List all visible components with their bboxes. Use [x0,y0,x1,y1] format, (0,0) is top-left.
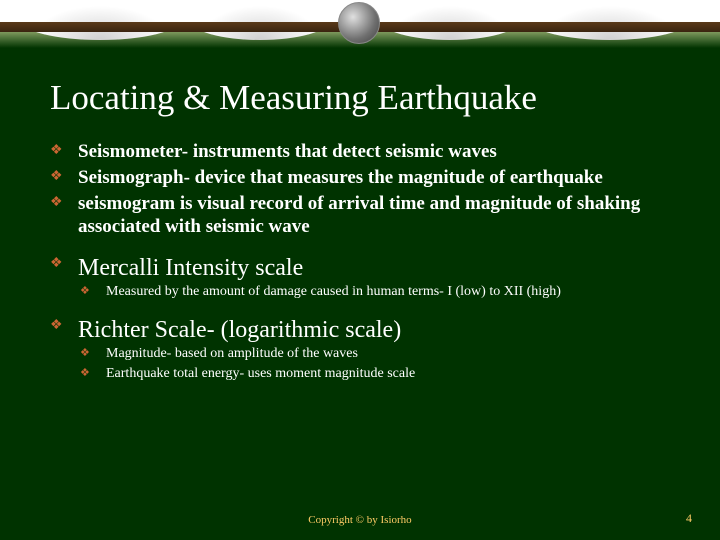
decorative-banner [0,0,720,48]
slide-title: Locating & Measuring Earthquake [50,78,670,118]
section-title: Richter Scale- (logarithmic scale) [78,317,401,343]
copyright-text: Copyright © by Isiorho [0,514,720,526]
bullet-item: Seismograph- device that measures the ma… [50,166,670,190]
sub-bullet-list: Magnitude- based on amplitude of the wav… [78,345,670,383]
slide-content: Locating & Measuring Earthquake Seismome… [0,48,720,384]
sub-bullet-item: Magnitude- based on amplitude of the wav… [80,345,670,363]
page-number: 4 [686,511,692,526]
sub-bullet-item: Earthquake total energy- uses moment mag… [80,365,670,383]
bullet-item: seismogram is visual record of arrival t… [50,192,670,240]
sub-bullet-item: Measured by the amount of damage caused … [80,283,670,301]
section-heading: Mercalli Intensity scale Measured by the… [50,253,670,301]
bullet-item: Seismometer- instruments that detect sei… [50,140,670,164]
section-title: Mercalli Intensity scale [78,255,303,281]
globe-icon [338,2,380,44]
section-heading: Richter Scale- (logarithmic scale) Magni… [50,315,670,383]
sub-bullet-list: Measured by the amount of damage caused … [78,283,670,301]
main-bullet-list: Seismometer- instruments that detect sei… [50,140,670,384]
